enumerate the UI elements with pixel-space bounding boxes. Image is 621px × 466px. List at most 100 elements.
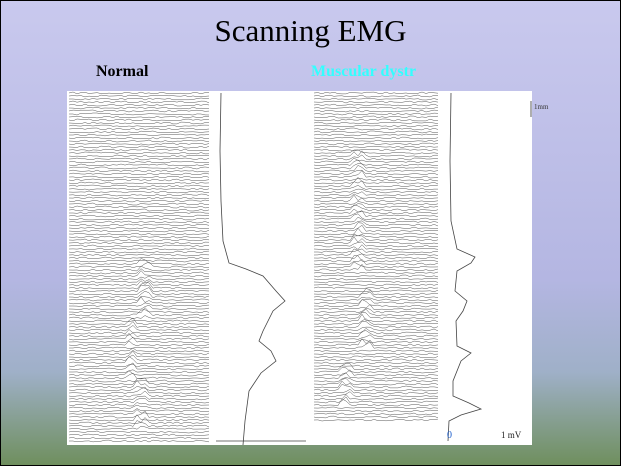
scan-trace — [68, 430, 210, 434]
scan-trace — [68, 410, 210, 419]
scan-trace — [313, 204, 439, 212]
scan-trace — [313, 409, 439, 413]
scan-trace — [68, 184, 210, 188]
scan-trace — [313, 259, 439, 266]
scan-trace — [68, 145, 210, 149]
scan-trace — [68, 261, 210, 269]
scan-trace — [68, 258, 210, 266]
scan-trace — [313, 112, 439, 116]
scan-trace — [68, 284, 210, 293]
scan-trace — [68, 409, 210, 416]
scan-trace — [68, 151, 210, 155]
scan-trace — [68, 196, 210, 200]
scan-trace — [68, 315, 210, 320]
scan-trace — [313, 145, 439, 149]
scan-trace — [68, 217, 210, 221]
scan-trace — [68, 332, 210, 338]
scan-trace — [313, 286, 439, 290]
scan-trace — [68, 268, 210, 275]
scan-trace — [313, 216, 439, 224]
scan-trace — [314, 396, 439, 404]
scan-trace — [68, 386, 210, 395]
scan-trace — [313, 398, 439, 407]
scan-trace — [68, 420, 210, 428]
scan-trace — [313, 148, 439, 152]
scan-trace — [68, 94, 210, 98]
scan-trace — [69, 133, 210, 137]
scan-trace — [314, 299, 439, 308]
scan-trace — [313, 412, 438, 416]
scan-trace — [313, 255, 439, 263]
scan-trace — [313, 307, 439, 314]
scan-trace — [68, 235, 210, 239]
scan-trace — [68, 259, 210, 263]
scan-trace — [313, 127, 439, 131]
scan-trace — [68, 100, 210, 104]
scan-trace — [313, 313, 439, 323]
scan-trace — [68, 321, 210, 329]
scan-trace — [313, 103, 439, 107]
scale-label: 0 — [447, 430, 452, 441]
scan-trace — [313, 291, 439, 299]
scan-trace — [313, 355, 439, 359]
slide-title: Scanning EMG — [214, 13, 407, 48]
scan-trace — [313, 224, 438, 233]
scan-trace — [68, 202, 210, 206]
scan-trace — [314, 377, 439, 383]
envelope-curve — [447, 92, 483, 442]
scan-trace — [68, 247, 210, 251]
scan-trace — [69, 97, 210, 101]
scan-trace — [313, 418, 439, 422]
scan-trace — [313, 372, 439, 380]
scan-trace — [68, 91, 210, 95]
scan-trace — [68, 363, 210, 368]
scan-trace — [313, 321, 439, 329]
scan-trace — [68, 253, 210, 257]
scan-trace — [313, 244, 439, 251]
scan-trace — [313, 406, 439, 410]
scan-trace — [68, 220, 210, 224]
scan-trace — [68, 275, 210, 281]
scan-trace — [314, 363, 439, 371]
scan-trace — [313, 213, 439, 221]
scan-trace — [313, 261, 439, 269]
scan-trace — [313, 304, 439, 311]
scan-trace — [68, 296, 210, 305]
scan-trace — [313, 106, 439, 110]
scan-trace — [68, 187, 210, 191]
scan-trace — [68, 340, 210, 347]
scan-trace — [313, 349, 439, 352]
scan-trace — [68, 379, 210, 389]
scan-trace — [313, 334, 439, 341]
scan-trace — [68, 103, 210, 107]
scan-trace — [313, 288, 439, 296]
scan-trace — [68, 278, 210, 284]
scan-trace — [68, 166, 210, 170]
scan-trace — [68, 304, 210, 311]
scan-trace — [313, 118, 439, 122]
scan-trace — [313, 394, 439, 401]
scan-trace — [68, 295, 210, 302]
scan-trace — [68, 121, 210, 125]
scan-trace — [313, 109, 439, 113]
scan-trace — [313, 364, 439, 368]
scan-trace — [313, 253, 439, 260]
scan-trace — [68, 356, 210, 365]
scan-trace — [68, 319, 210, 323]
scan-trace — [68, 238, 210, 242]
scan-trace — [68, 118, 210, 122]
scan-trace — [313, 388, 439, 395]
scan-trace — [68, 154, 210, 158]
scan-trace — [313, 150, 438, 158]
scan-trace — [313, 391, 439, 398]
scan-trace — [313, 157, 439, 164]
scan-trace — [313, 159, 439, 167]
scan-trace — [68, 379, 210, 383]
scan-trace — [68, 390, 210, 398]
scan-trace — [69, 346, 210, 350]
scan-trace — [313, 383, 439, 392]
scan-trace — [68, 265, 210, 272]
scan-trace — [69, 302, 210, 308]
scan-trace — [313, 298, 439, 305]
